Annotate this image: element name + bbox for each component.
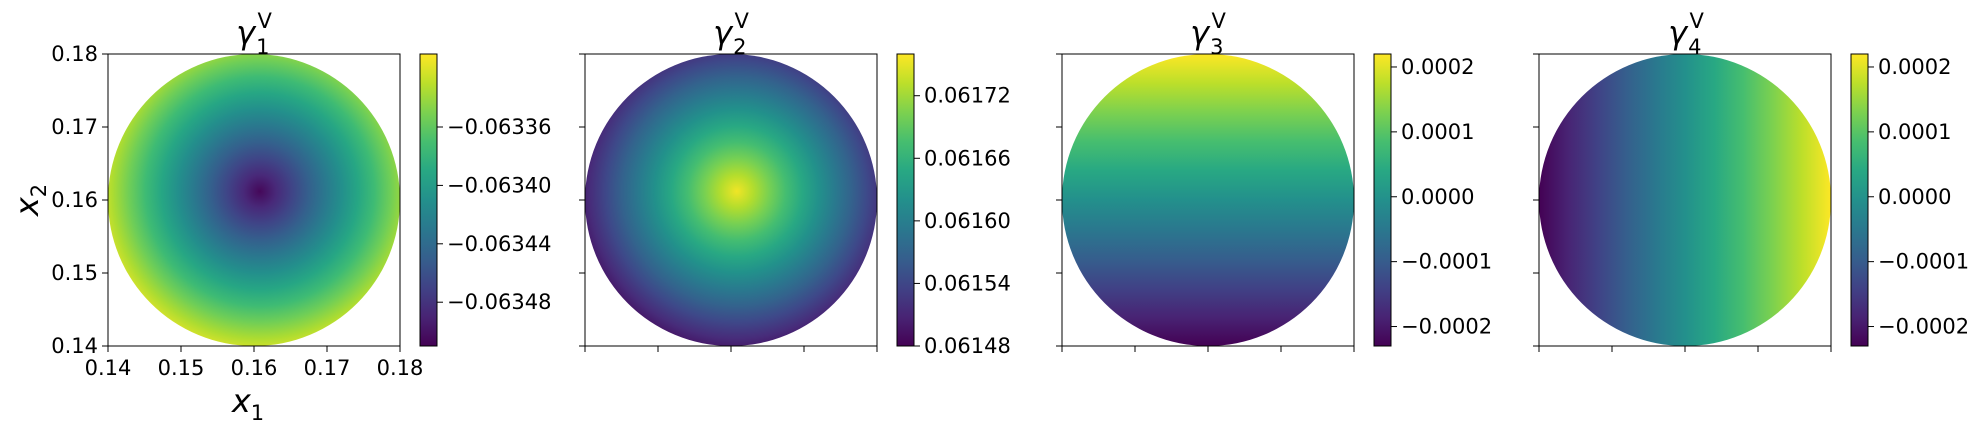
colorbar-tick-label: 0.06172 xyxy=(924,84,1011,108)
panel-1-x-ticks: 0.14 0.15 0.16 0.17 0.18 xyxy=(85,346,424,380)
panel-2-x-ticks xyxy=(584,346,878,352)
panel-2-title: γ2V xyxy=(713,9,749,59)
panel-1-y-ticks: 0.14 0.15 0.16 0.17 0.18 xyxy=(51,42,108,358)
colorbar-tick-label: 0.0002 xyxy=(1401,55,1474,79)
colorbar-tick-label: −0.06344 xyxy=(447,232,551,256)
panel-4-y-ticks xyxy=(1533,53,1539,347)
colorbar-gradient xyxy=(1850,53,1869,347)
field-disk xyxy=(1062,54,1354,346)
colorbar-tick-label: −0.06340 xyxy=(447,173,551,197)
panel-1-y-axis-label: x2 xyxy=(8,184,51,217)
panel-3-plot-area xyxy=(1061,53,1355,347)
colorbar-tick-label: −0.06348 xyxy=(447,290,551,314)
colorbar-tick-label: −0.0001 xyxy=(1878,250,1969,274)
y-tick-label: 0.17 xyxy=(51,115,98,139)
panel-4-plot-area xyxy=(1538,53,1832,347)
colorbar-gradient xyxy=(1373,53,1392,347)
y-tick-label: 0.18 xyxy=(51,42,98,66)
panel-3-colorbar: 0.0002 0.0001 0.0000 −0.0001 −0.0002 xyxy=(1373,53,1492,347)
panel-4: γ4V 0.0002 0.0001 0.0000 −0.0001 −0.0002 xyxy=(1533,9,1969,352)
panel-2-y-ticks xyxy=(579,53,585,347)
colorbar-tick-label: −0.06336 xyxy=(447,115,551,139)
field-disk xyxy=(1539,54,1831,346)
panel-2: γ2V 0.06172 0.06166 0.06160 0.06154 0.06148 xyxy=(579,9,1011,358)
colorbar-tick-label: −0.0002 xyxy=(1401,315,1492,339)
panel-4-x-ticks xyxy=(1538,346,1832,352)
colorbar-tick-label: 0.06148 xyxy=(924,334,1011,358)
x-tick-label: 0.16 xyxy=(231,356,278,380)
colorbar-tick-label: 0.0002 xyxy=(1878,55,1951,79)
colorbar-gradient xyxy=(896,53,915,347)
panel-3-y-ticks xyxy=(1056,53,1062,347)
x-tick-label: 0.14 xyxy=(85,356,132,380)
panel-2-plot-area xyxy=(584,53,878,347)
colorbar-tick-label: 0.0000 xyxy=(1878,185,1951,209)
colorbar-tick-label: 0.0001 xyxy=(1878,120,1951,144)
panel-3-x-ticks xyxy=(1061,346,1355,352)
panel-4-colorbar: 0.0002 0.0001 0.0000 −0.0001 −0.0002 xyxy=(1850,53,1969,347)
colorbar-tick-label: 0.06166 xyxy=(924,146,1011,170)
y-tick-label: 0.14 xyxy=(51,334,98,358)
colorbar-tick-label: −0.0001 xyxy=(1401,250,1492,274)
colorbar-tick-label: −0.0002 xyxy=(1878,315,1969,339)
panel-3: γ3V 0.0002 0.0001 0.0000 −0.0001 −0.0002 xyxy=(1056,9,1492,352)
x-tick-label: 0.18 xyxy=(377,356,424,380)
colorbar-tick-label: 0.0000 xyxy=(1401,185,1474,209)
panel-2-colorbar: 0.06172 0.06166 0.06160 0.06154 0.06148 xyxy=(896,53,1011,358)
panel-3-title: γ3V xyxy=(1190,9,1226,59)
panel-1: γ1V 0.14 0.15 0.16 0.17 0.18 0.140.150.160.1… xyxy=(8,9,551,425)
field-disk xyxy=(108,54,400,346)
panel-1-colorbar: −0.06336 −0.06340 −0.06344 −0.06348 xyxy=(419,53,551,347)
panel-4-title: γ4V xyxy=(1668,9,1704,59)
colorbar-tick-label: 0.06160 xyxy=(924,209,1011,233)
x-tick-label: 0.15 xyxy=(158,356,205,380)
x-tick-label: 0.17 xyxy=(304,356,351,380)
field-disk xyxy=(585,54,877,346)
panel-1-title: γ1V xyxy=(236,9,272,59)
panel-1-x-axis-label: x1 xyxy=(231,382,264,425)
y-tick-label: 0.15 xyxy=(51,261,98,285)
y-tick-label: 0.16 xyxy=(51,188,98,212)
colorbar-gradient xyxy=(419,53,438,347)
colorbar-tick-label: 0.0001 xyxy=(1401,120,1474,144)
panel-1-plot-area xyxy=(107,53,401,347)
colorbar-tick-label: 0.06154 xyxy=(924,271,1011,295)
